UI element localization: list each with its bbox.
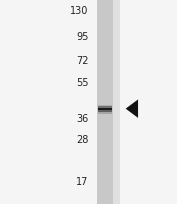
Text: 17: 17 xyxy=(76,176,88,186)
Bar xyxy=(98,113,112,114)
Text: 28: 28 xyxy=(76,135,88,145)
Text: 95: 95 xyxy=(76,32,88,42)
Text: 130: 130 xyxy=(70,6,88,16)
Text: 72: 72 xyxy=(76,55,88,65)
Bar xyxy=(98,105,112,107)
Bar xyxy=(98,111,112,113)
Bar xyxy=(98,107,112,109)
Text: 55: 55 xyxy=(76,78,88,88)
Polygon shape xyxy=(126,100,138,118)
Bar xyxy=(97,0,120,204)
Text: 36: 36 xyxy=(76,114,88,124)
Bar xyxy=(98,109,112,111)
Bar xyxy=(97,0,113,204)
